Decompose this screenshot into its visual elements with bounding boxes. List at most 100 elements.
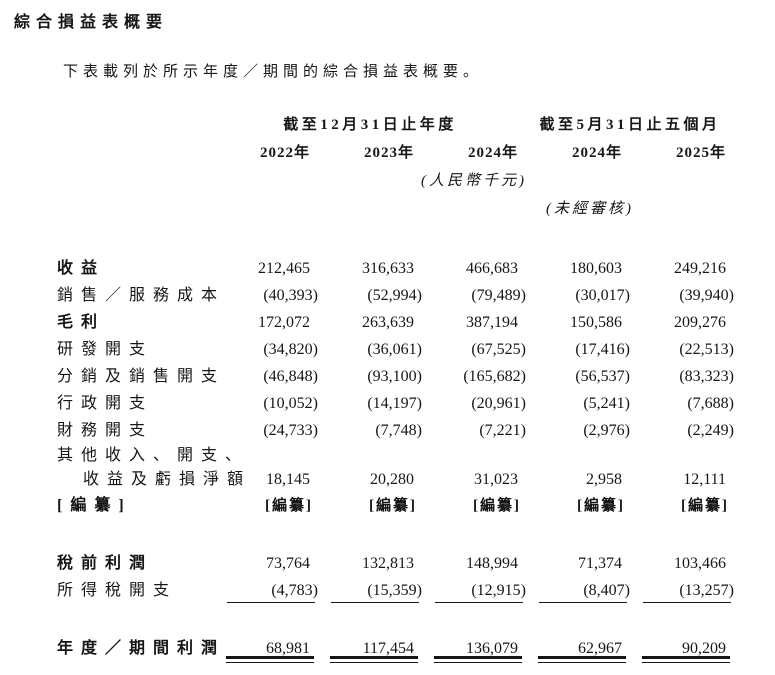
cell-value: (40,393) — [263, 287, 318, 304]
row-label: 研發開支 — [57, 341, 154, 358]
cell-value: (10,052) — [263, 395, 318, 412]
cell-value: 249,216 — [674, 260, 726, 277]
cell-value: (4,783) — [214, 578, 318, 605]
row-label: 分銷及銷售開支 — [57, 368, 226, 385]
table-row: 財務開支 (24,733) (7,748) (7,221) (2,976) (2,249) — [57, 418, 734, 445]
cell-value: 212,465 — [258, 260, 310, 277]
table-row: 所得稅開支 (4,783) (15,359) (12,915) (8,407) (13,2… — [57, 578, 734, 605]
cell-value: 68,981 — [214, 636, 318, 663]
cell-value: (24,733) — [263, 422, 318, 439]
cell-value: 316,633 — [362, 260, 414, 277]
unaudited-note-row: (未經審核) — [57, 196, 734, 224]
header-body-gap — [57, 224, 734, 256]
cell-value: [編纂] — [473, 498, 521, 514]
cell-value: (39,940) — [679, 287, 734, 304]
cell-value: (5,241) — [583, 395, 630, 412]
cell-value: (83,323) — [679, 368, 734, 385]
table-row: 收益及虧損淨額 18,145 20,280 31,023 2,958 12,111 — [57, 469, 734, 493]
cell-value: [編纂] — [265, 498, 313, 514]
year-header-2024-5m: 2024年 — [571, 145, 622, 161]
table-row: 收益 212,465 316,633 466,683 180,603 249,216 — [57, 256, 734, 283]
table-row: 分銷及銷售開支 (46,848) (93,100) (165,682) (56,537)… — [57, 364, 734, 391]
year-header-2022: 2022年 — [259, 145, 310, 161]
cell-value: [編纂] — [369, 498, 417, 514]
cell-value: 136,079 — [422, 636, 526, 663]
cell-value: 172,072 — [258, 314, 310, 331]
cell-value: (56,537) — [575, 368, 630, 385]
table-body: 收益 212,465 316,633 466,683 180,603 249,216 銷售／… — [57, 256, 734, 663]
cell-value: 180,603 — [570, 260, 622, 277]
cell-value: 148,994 — [466, 555, 518, 572]
cell-value: (67,525) — [471, 341, 526, 358]
table-row: [編纂] [編纂] [編纂] [編纂] [編纂] [編纂] — [57, 493, 734, 520]
row-label: 其他收入、開支、 — [57, 447, 250, 464]
cell-value — [214, 445, 318, 469]
currency-unit-note: (人民幣千元) — [421, 173, 527, 189]
cell-value: 90,209 — [630, 636, 734, 663]
cell-value: (2,249) — [687, 422, 734, 439]
row-label: 毛利 — [57, 314, 106, 331]
cell-value: (52,994) — [367, 287, 422, 304]
cell-value: [編纂] — [681, 498, 729, 514]
cell-value — [422, 445, 526, 469]
cell-value: 150,586 — [570, 314, 622, 331]
spacer-row — [57, 520, 734, 551]
year-header-2024: 2024年 — [467, 145, 518, 161]
cell-value: 2,958 — [586, 471, 622, 488]
cell-value: 103,466 — [674, 555, 726, 572]
row-label: 稅前利潤 — [57, 555, 154, 572]
cell-value: 466,683 — [466, 260, 518, 277]
column-group-header-row: 截至12月31日止年度 截至5月31日止五個月 — [57, 112, 734, 140]
row-label: 年度／期間利潤 — [57, 640, 226, 657]
cell-value: 73,764 — [266, 555, 310, 572]
table-row: 毛利 172,072 263,639 387,194 150,586 209,276 — [57, 310, 734, 337]
cell-value: (15,359) — [318, 578, 422, 605]
row-label: [編纂] — [57, 497, 132, 514]
row-label: 財務開支 — [57, 422, 154, 439]
cell-value: 62,967 — [526, 636, 630, 663]
cell-value: (36,061) — [367, 341, 422, 358]
cell-value: 18,145 — [266, 471, 310, 488]
cell-value: (7,221) — [479, 422, 526, 439]
table-row: 其他收入、開支、 — [57, 445, 734, 469]
year-header-2025-5m: 2025年 — [675, 145, 726, 161]
cell-value: (2,976) — [583, 422, 630, 439]
currency-unit-row: (人民幣千元) — [57, 168, 734, 196]
cell-value: (22,513) — [679, 341, 734, 358]
label-column-spacer — [57, 168, 214, 196]
cell-value: (93,100) — [367, 368, 422, 385]
intro-text: 下表載列於所示年度／期間的綜合損益表概要。 — [63, 64, 484, 80]
cell-value: 387,194 — [466, 314, 518, 331]
cell-value: 12,111 — [683, 471, 726, 488]
cell-value: 209,276 — [674, 314, 726, 331]
row-label: 收益及虧損淨額 — [83, 471, 252, 488]
cell-value: (17,416) — [575, 341, 630, 358]
label-column-spacer — [57, 196, 214, 224]
cell-value: (79,489) — [471, 287, 526, 304]
cell-value: (13,257) — [630, 578, 734, 605]
table-row: 年度／期間利潤 68,981 117,454 136,079 62,967 90,209 — [57, 636, 734, 663]
income-statement-table: 截至12月31日止年度 截至5月31日止五個月 2022年 2023年 2024… — [57, 112, 734, 663]
cell-value: (8,407) — [526, 578, 630, 605]
page-title: 綜合損益表概要 — [14, 14, 169, 31]
cell-value — [526, 445, 630, 469]
cell-value: 117,454 — [318, 636, 422, 663]
cell-value: (7,688) — [687, 395, 734, 412]
cell-value: 263,639 — [362, 314, 414, 331]
cell-value — [630, 445, 734, 469]
cell-value: 71,374 — [578, 555, 622, 572]
table-row: 行政開支 (10,052) (14,197) (20,961) (5,241) (7,68… — [57, 391, 734, 418]
label-column-spacer — [57, 140, 214, 168]
unaudited-note: (未經審核) — [546, 201, 634, 217]
spacer-row — [57, 605, 734, 636]
cell-value: (7,748) — [375, 422, 422, 439]
cell-value: (34,820) — [263, 341, 318, 358]
cell-value: 31,023 — [474, 471, 518, 488]
year-header-2023: 2023年 — [363, 145, 414, 161]
cell-value: (14,197) — [367, 395, 422, 412]
row-label: 收益 — [57, 260, 106, 277]
row-label: 銷售／服務成本 — [57, 287, 226, 304]
row-label: 行政開支 — [57, 395, 154, 412]
cell-value: (165,682) — [463, 368, 526, 385]
